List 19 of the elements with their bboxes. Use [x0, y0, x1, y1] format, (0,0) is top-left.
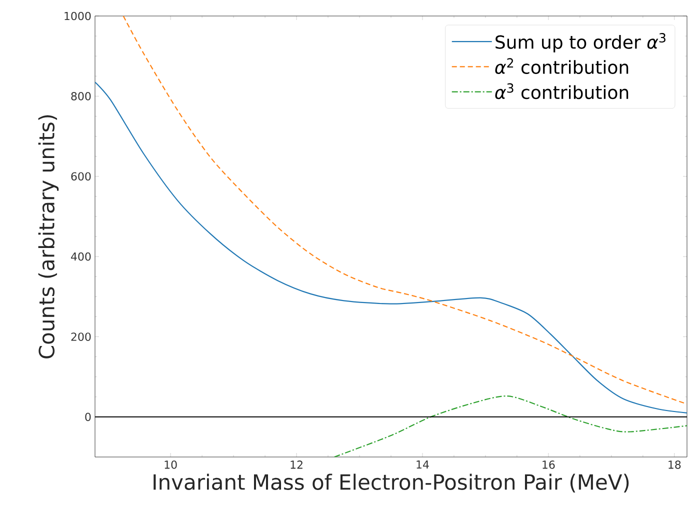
y-tick-label: 0: [85, 412, 91, 422]
x-tick-label: 16: [542, 460, 555, 469]
legend-label: Sum up to order α$^{3}$: [496, 33, 666, 52]
x-tick-label: 10: [164, 460, 177, 469]
y-tick-label: 400: [71, 252, 91, 261]
legend-label: α$^{2}$ contribution: [495, 58, 628, 74]
x-tick-label: 18: [668, 460, 681, 469]
x-tick-label: 14: [416, 460, 429, 469]
legend-label: α$^{3}$ contribution: [495, 83, 628, 100]
line-series: [334, 396, 687, 457]
x-axis-title: Invariant Mass of Electron-Positron Pair (MeV): [154, 474, 629, 492]
line-series: [95, 82, 687, 414]
x-tick-label: 12: [290, 460, 302, 469]
y-tick-label: 1000: [64, 12, 91, 20]
line-series: [122, 16, 687, 405]
y-tick-label: 200: [71, 332, 91, 341]
y-tick-label: 600: [71, 172, 91, 181]
y-tick-label: 800: [71, 92, 91, 100]
y-axis-title: Counts (arbitrary units): [38, 115, 59, 358]
